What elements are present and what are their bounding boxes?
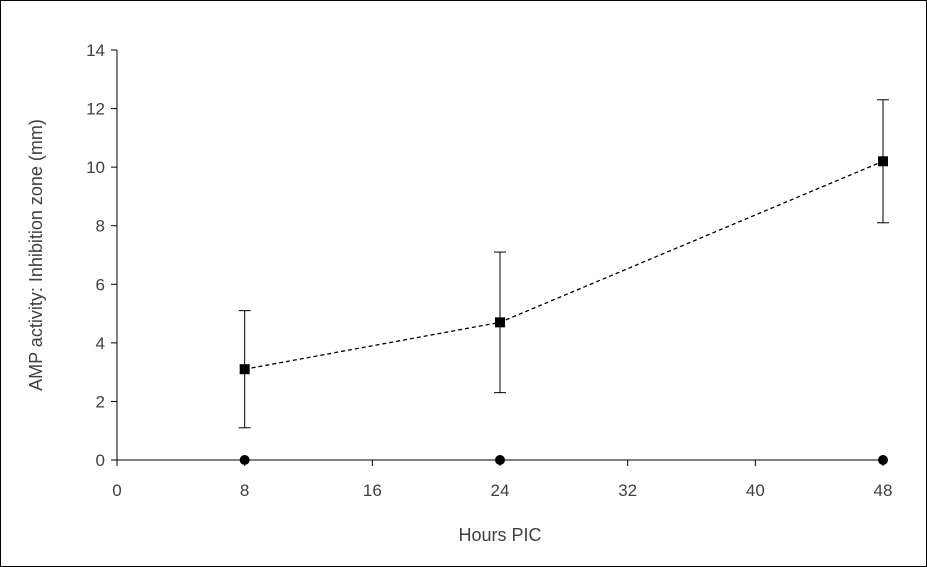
series-2-point (495, 455, 505, 465)
x-axis: 0 8 16 24 32 40 48 (112, 459, 893, 500)
x-tick-label: 8 (240, 481, 249, 500)
y-tick-label: 6 (96, 275, 105, 294)
x-tick-label: 24 (491, 481, 510, 500)
x-tick-label: 0 (112, 481, 121, 500)
x-tick-label: 48 (874, 481, 893, 500)
plot-area (238, 99, 889, 465)
y-tick-label: 0 (96, 451, 105, 470)
x-tick-label: 16 (363, 481, 382, 500)
y-tick-label: 12 (86, 100, 105, 119)
y-tick-label: 10 (86, 158, 105, 177)
x-tick-label: 40 (746, 481, 765, 500)
series-1-point (878, 156, 888, 167)
y-axis-title: AMP activity: Inhibition zone (mm) (26, 119, 46, 391)
x-axis-title: Hours PIC (458, 525, 541, 545)
series-1-point (239, 364, 250, 375)
y-tick-label: 8 (96, 217, 105, 236)
series-1-point (495, 317, 505, 328)
series-2-point (239, 455, 250, 465)
y-tick-label: 2 (96, 392, 105, 411)
y-tick-label: 14 (86, 41, 105, 60)
series-1-line (244, 160, 884, 370)
series-2-point (878, 455, 888, 465)
x-tick-label: 32 (618, 481, 637, 500)
y-axis: 0 2 4 6 8 10 12 14 (86, 41, 118, 470)
y-tick-label: 4 (96, 334, 105, 353)
